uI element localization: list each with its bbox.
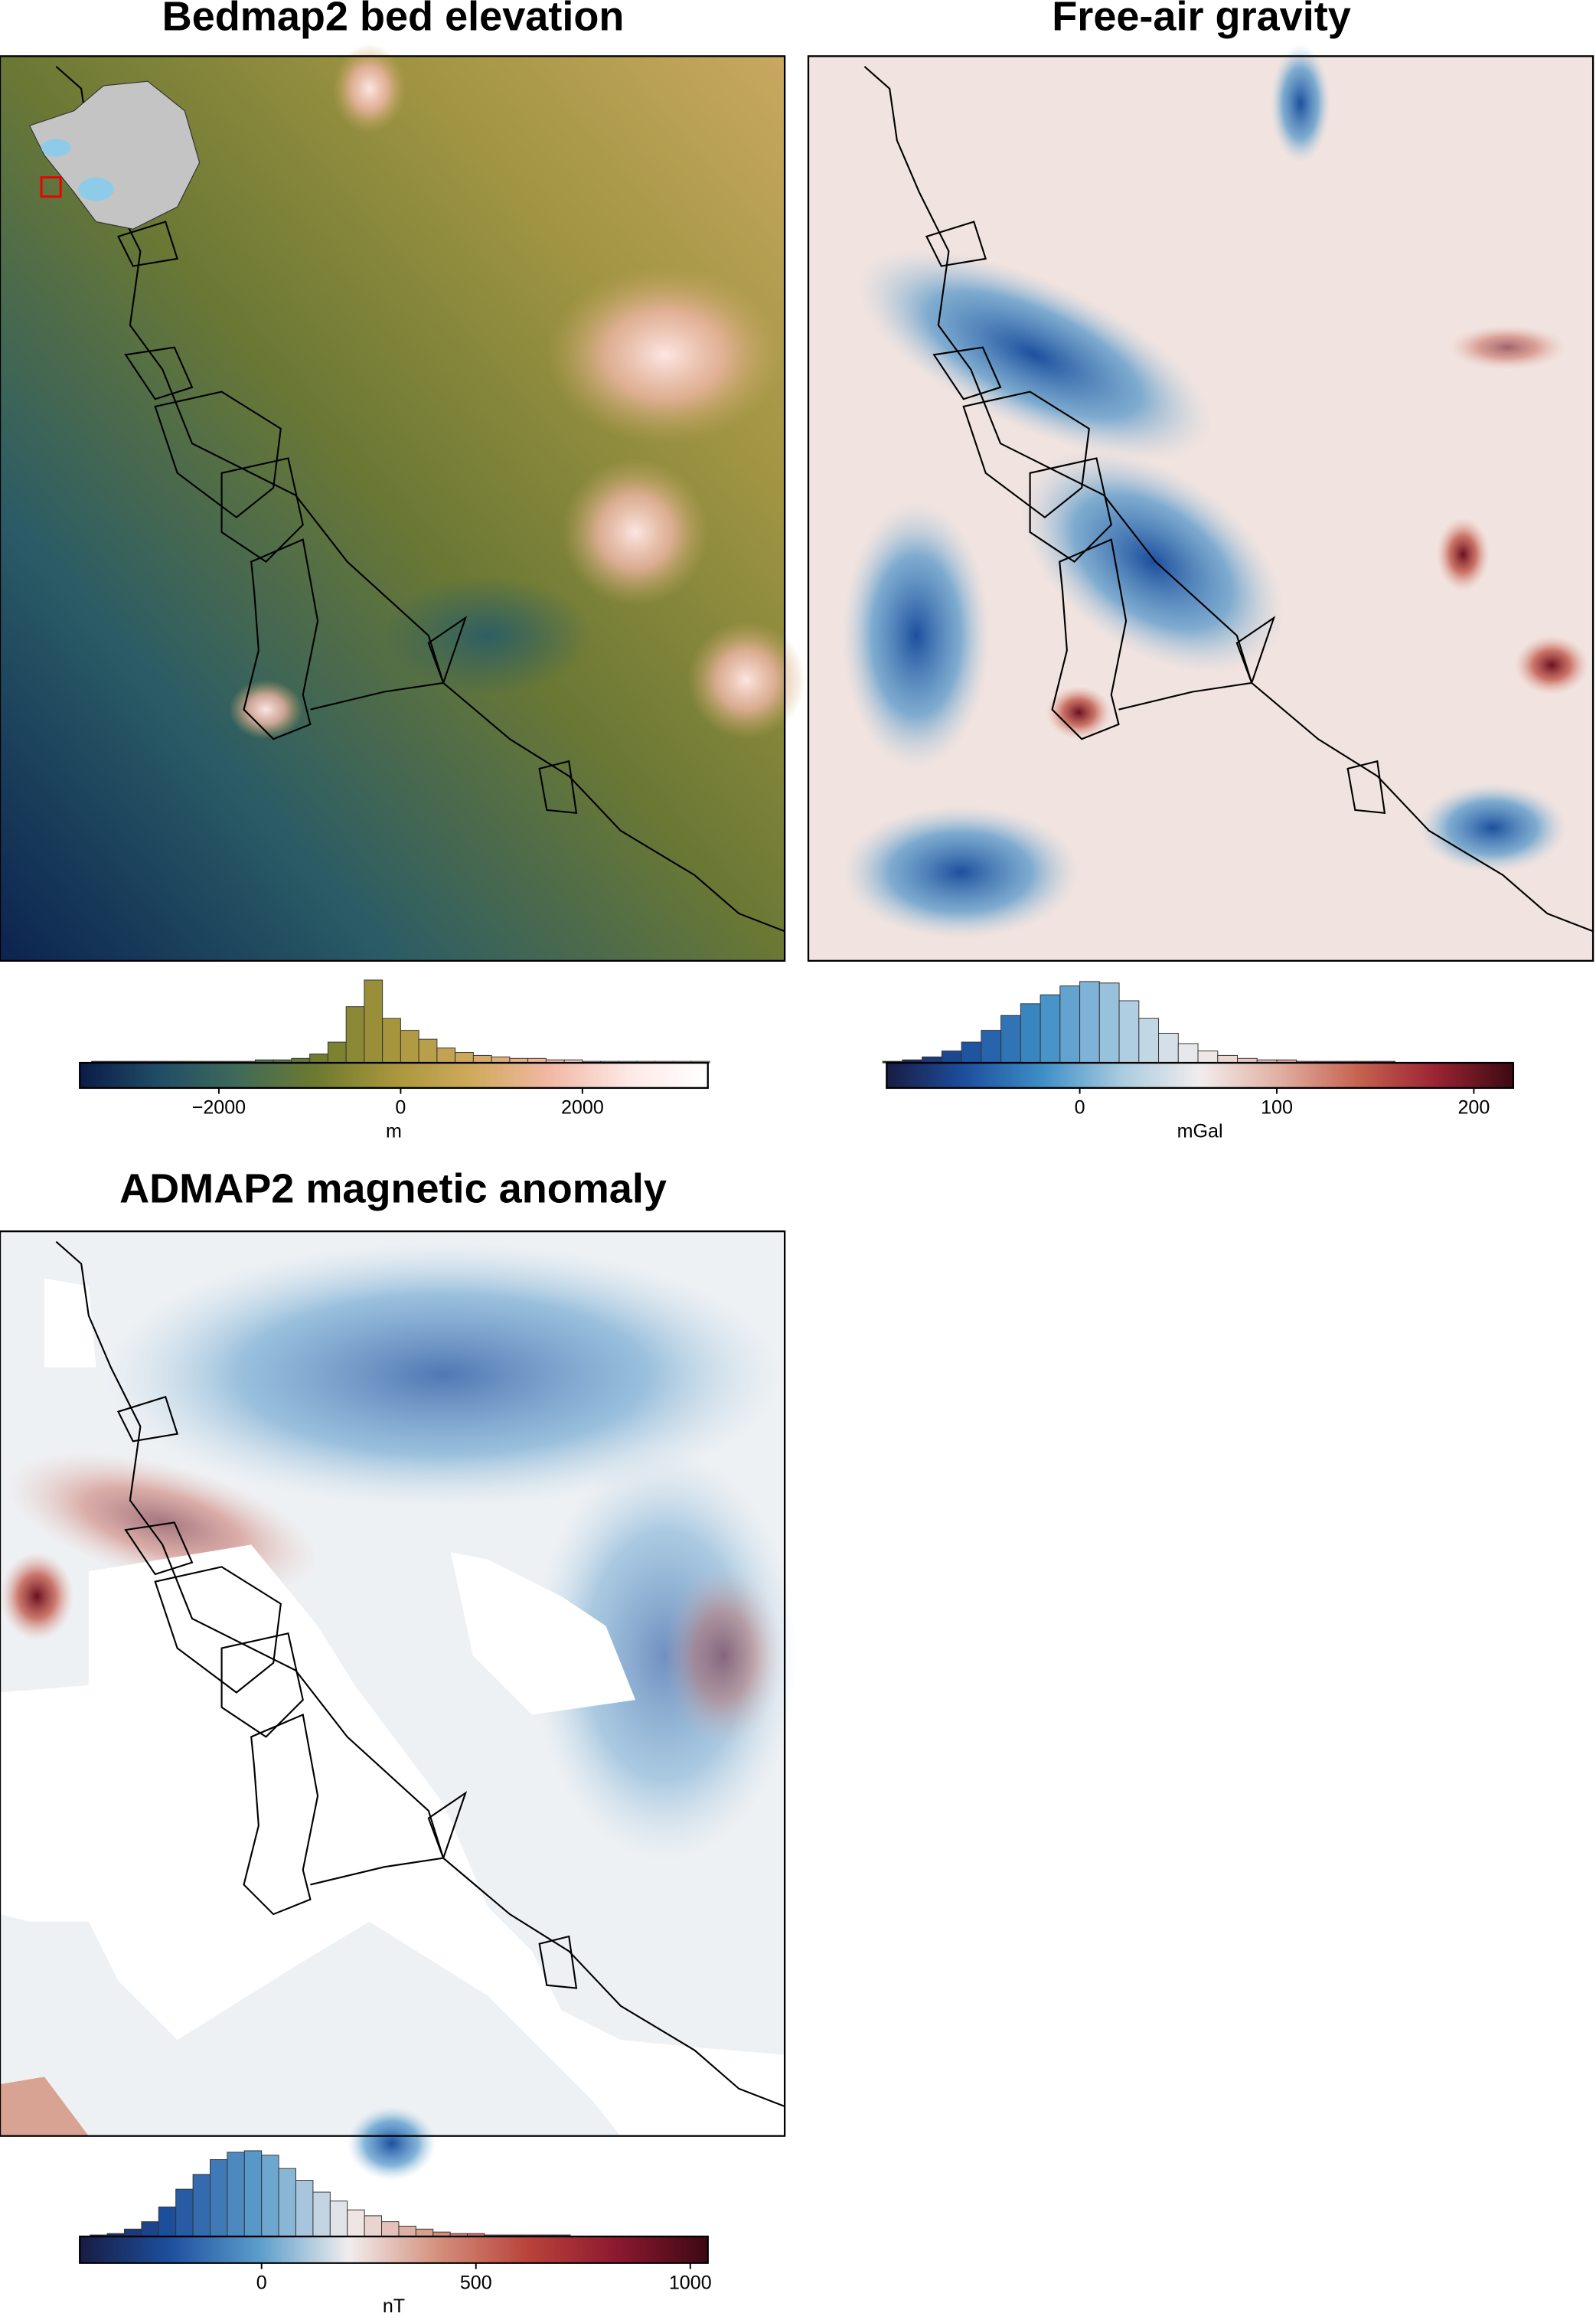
map-feature xyxy=(229,680,303,740)
colorbar xyxy=(79,1061,709,1090)
map-frame xyxy=(0,55,786,962)
histogram-bar xyxy=(329,2201,348,2237)
tick-label: −2000 xyxy=(192,1097,246,1119)
histogram-bar xyxy=(1059,985,1081,1064)
histogram-bar xyxy=(124,2228,142,2237)
histogram-bar xyxy=(347,2209,365,2237)
histogram-bar xyxy=(1000,1015,1021,1064)
map-panel xyxy=(0,44,806,962)
inset-marker xyxy=(40,176,62,198)
map-feature xyxy=(687,620,806,740)
chart-title: Bedmap2 bed elevation xyxy=(162,0,625,39)
histogram-bar xyxy=(345,1006,365,1064)
map-feature xyxy=(561,458,710,606)
map-feature xyxy=(1271,44,1330,163)
map-feature xyxy=(332,44,406,133)
histogram-bar xyxy=(455,1052,474,1064)
map-feature xyxy=(842,502,991,769)
histogram-bar xyxy=(1138,1018,1160,1064)
no-data xyxy=(0,1544,785,2136)
map-frame xyxy=(807,55,1594,962)
map-feature xyxy=(1447,325,1567,370)
inset-map xyxy=(28,80,201,230)
map-frame xyxy=(0,1230,786,2137)
histogram-bar xyxy=(418,1038,438,1064)
histogram-bar xyxy=(141,2221,159,2237)
inset-ice-shelf xyxy=(41,139,71,157)
histogram-bar xyxy=(1177,1043,1199,1064)
chart-title: Free-air gravity xyxy=(1052,0,1351,39)
histogram-bar xyxy=(192,2174,211,2237)
tick-label: 0 xyxy=(256,2272,267,2293)
colorbar-label: mGal xyxy=(1177,1120,1223,1142)
map-panel xyxy=(0,1230,798,2181)
histogram-bar xyxy=(398,2225,416,2237)
histogram-bar xyxy=(175,2188,194,2237)
histogram-bar xyxy=(158,2206,177,2237)
map-feature xyxy=(1514,636,1589,695)
histogram-bar xyxy=(1217,1054,1238,1064)
histogram-bar xyxy=(278,2168,297,2237)
tick-label: 500 xyxy=(460,2272,492,2293)
chart-title: ADMAP2 magnetic anomaly xyxy=(119,1165,667,1211)
map-feature xyxy=(103,1241,784,1508)
histogram-bar xyxy=(327,1041,347,1064)
histogram-bar xyxy=(210,2159,228,2237)
histogram-bar xyxy=(381,2221,400,2237)
histogram-bar xyxy=(1079,981,1100,1064)
map-feature xyxy=(1046,685,1111,740)
tick-label: 200 xyxy=(1457,1097,1490,1119)
map-feature xyxy=(664,1567,784,1745)
histogram-bar xyxy=(1197,1051,1219,1064)
histogram-bar xyxy=(1118,1000,1140,1064)
map-feature xyxy=(1418,783,1567,873)
map-feature xyxy=(857,249,1212,460)
map-feature xyxy=(547,266,784,444)
histogram-bar xyxy=(941,1051,962,1064)
colorbar xyxy=(886,1061,1515,1090)
no-data xyxy=(44,1278,96,1367)
histogram-bar xyxy=(309,1054,328,1064)
colorbar xyxy=(79,2235,709,2264)
histogram-bar xyxy=(1040,994,1061,1064)
map-feature xyxy=(0,1552,74,1641)
histogram-bar xyxy=(243,2150,263,2237)
map-feature xyxy=(532,1448,798,1863)
tick-label: 1000 xyxy=(669,2272,712,2293)
map-feature xyxy=(1436,517,1490,592)
inset-ice-shelf xyxy=(78,177,114,201)
tick-label: 0 xyxy=(395,1097,406,1119)
histogram-bar xyxy=(261,2155,279,2237)
histogram-bar xyxy=(295,2180,314,2237)
colorbar-label: nT xyxy=(383,2295,405,2317)
no-data xyxy=(450,1552,636,1715)
tick-label: 0 xyxy=(1075,1097,1085,1119)
map-feature xyxy=(1021,449,1284,674)
histogram-bar xyxy=(382,1018,401,1064)
map-feature xyxy=(0,2077,89,2136)
map-feature xyxy=(347,2106,436,2181)
histogram-bar xyxy=(472,1054,492,1064)
histogram-bar xyxy=(415,2228,434,2237)
tick-label: 100 xyxy=(1261,1097,1293,1119)
histogram-bar xyxy=(1098,982,1120,1064)
histogram-bar xyxy=(364,2215,383,2237)
histogram-bar xyxy=(436,1047,456,1064)
tick-label: 2000 xyxy=(561,1097,604,1119)
map-feature xyxy=(842,805,1079,939)
histogram-bar xyxy=(227,2152,245,2237)
histogram-bar xyxy=(400,1030,419,1064)
colorbar-label: m xyxy=(386,1120,402,1142)
histogram-bar xyxy=(981,1030,1002,1064)
histogram-bar xyxy=(312,2191,331,2237)
map-panel xyxy=(807,44,1594,962)
histogram-bar xyxy=(1158,1032,1179,1064)
histogram-bar xyxy=(961,1041,982,1064)
histogram-bar xyxy=(364,979,383,1064)
histogram-bar xyxy=(1020,1003,1041,1064)
map-feature xyxy=(383,576,592,695)
